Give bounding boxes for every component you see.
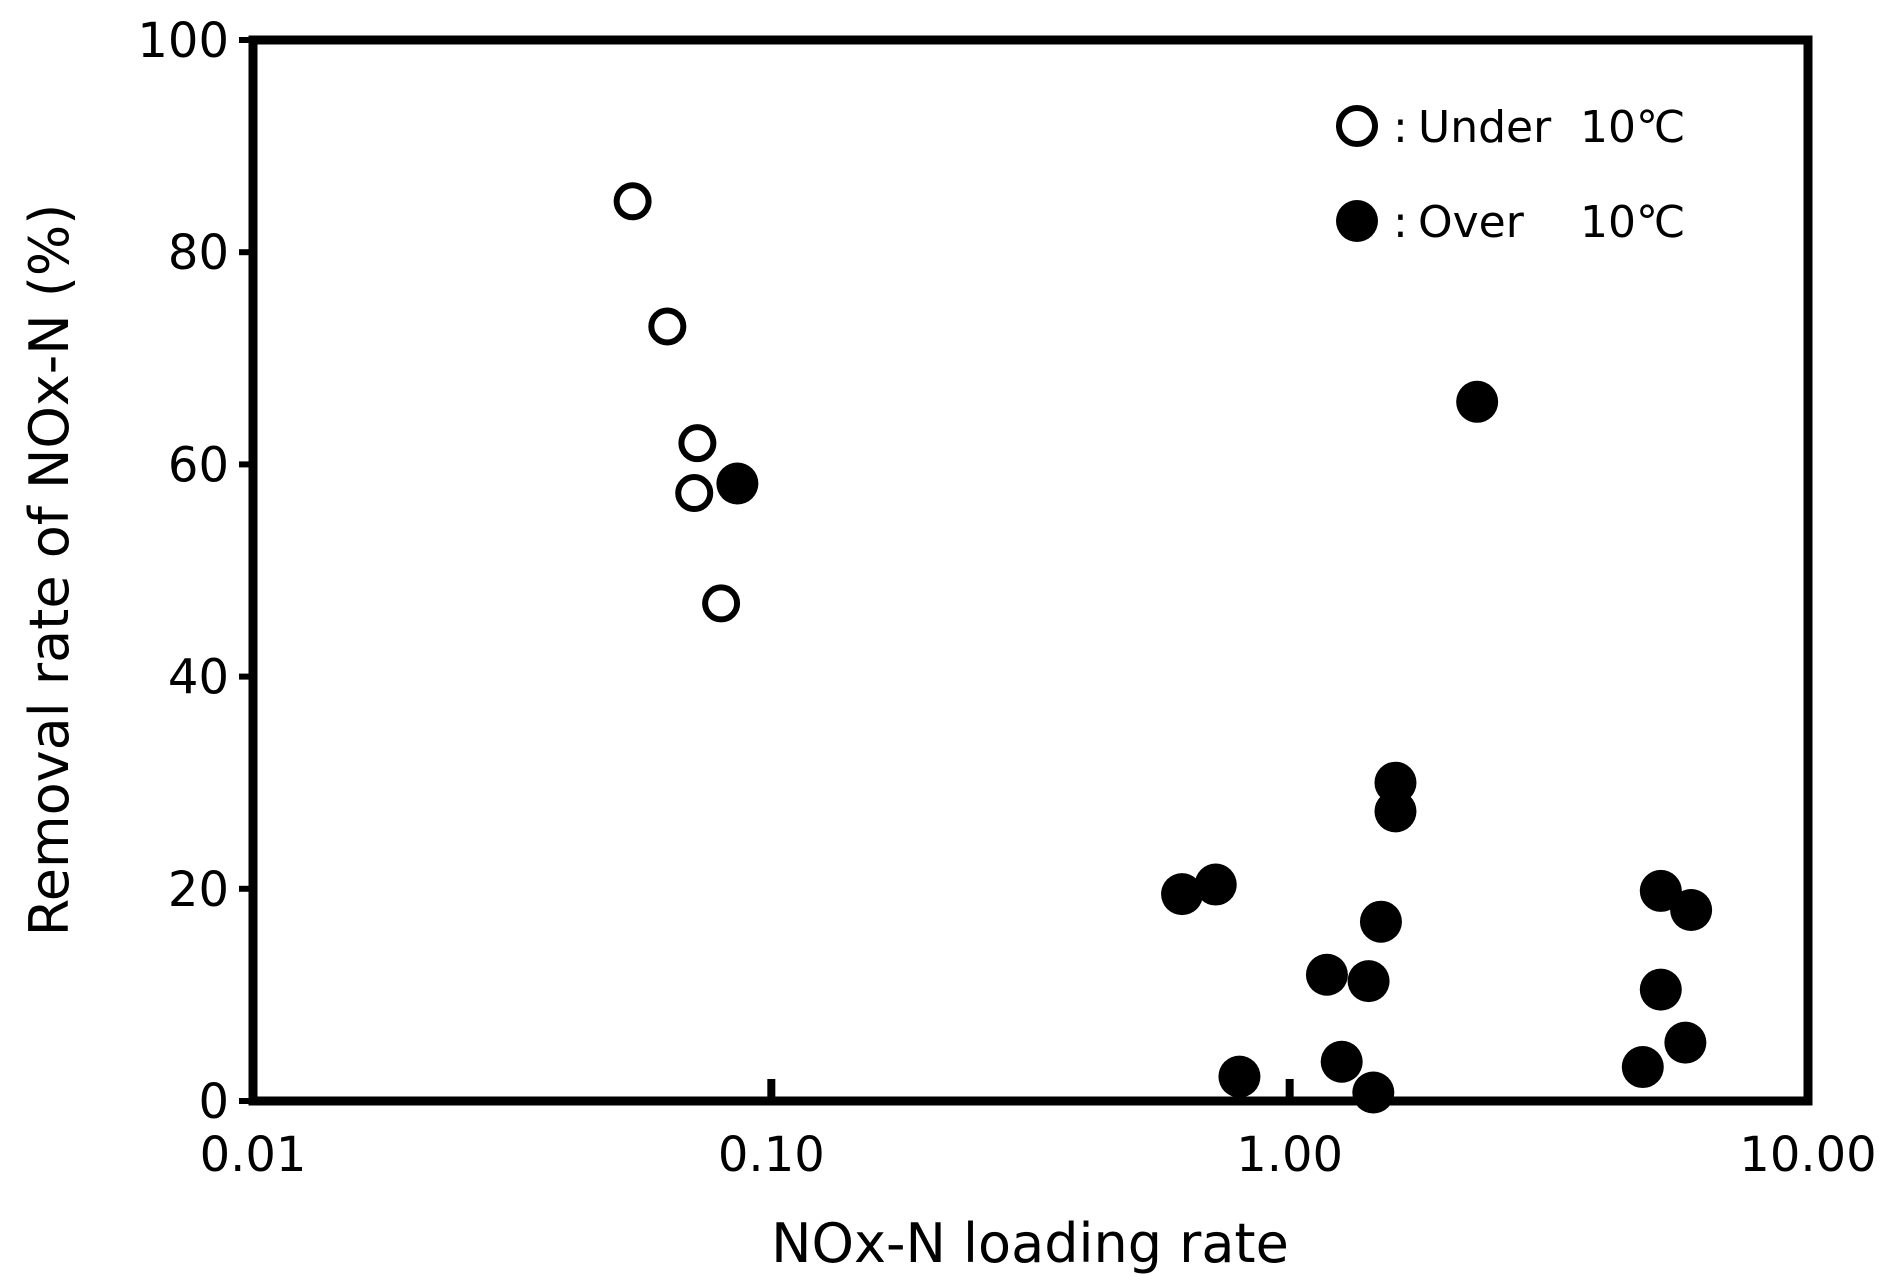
legend-label-over: Over: [1418, 197, 1525, 248]
data-point-under: [702, 584, 741, 623]
data-point-over: [1161, 873, 1204, 916]
data-point-over: [1359, 900, 1402, 943]
x-tick-label: 1.00: [1236, 1127, 1343, 1183]
x-axis-ticks: 0.01 0.10 1.00 10.00: [200, 1079, 1877, 1183]
y-tick-label: 40: [168, 650, 229, 706]
y-tick-label: 100: [137, 13, 229, 69]
data-point-under: [613, 182, 652, 221]
y-tick-label: 20: [168, 862, 229, 918]
data-points: [613, 182, 1713, 1114]
legend-colon-over: :: [1393, 197, 1408, 248]
data-point-over: [1320, 1040, 1363, 1083]
x-axis-title: NOx-N loading rate: [771, 1212, 1289, 1275]
data-point-over: [1347, 960, 1390, 1003]
data-point-over: [1456, 380, 1499, 423]
legend-label-under: Under: [1418, 102, 1552, 153]
x-tick-label: 0.10: [718, 1127, 825, 1183]
data-point-over: [1621, 1046, 1664, 1089]
y-tick-label: 80: [168, 225, 229, 281]
legend-marker-over: [1336, 200, 1378, 242]
legend-colon-under: :: [1393, 102, 1408, 153]
y-axis-title: Removal rate of NOx-N (%): [18, 204, 81, 937]
data-point-under: [675, 474, 714, 513]
data-point-over: [1352, 1071, 1395, 1114]
y-tick-label: 0: [198, 1074, 229, 1130]
data-point-over: [1194, 863, 1237, 906]
data-point-over: [1670, 889, 1713, 932]
data-point-over: [1639, 968, 1682, 1011]
legend-temp-over: 10℃: [1580, 197, 1685, 248]
legend-marker-under: [1336, 105, 1378, 147]
plot-frame: [248, 35, 1813, 1106]
data-point-over: [1664, 1021, 1707, 1064]
x-tick-label: 0.01: [200, 1127, 307, 1183]
legend-temp-under: 10℃: [1580, 102, 1685, 153]
data-point-over: [1374, 790, 1417, 833]
data-point-over: [1639, 869, 1682, 912]
data-point-over: [1305, 953, 1348, 996]
x-tick-label: 10.00: [1739, 1127, 1876, 1183]
legend: : Under 10℃ : Over 10℃: [1336, 102, 1685, 248]
data-point-under: [678, 424, 717, 463]
y-tick-label: 60: [168, 437, 229, 493]
data-point-over: [1218, 1055, 1261, 1098]
data-point-under: [648, 307, 687, 346]
y-axis-ticks: 0 20 40 60 80 100: [137, 13, 253, 1130]
data-point-over: [716, 462, 759, 505]
